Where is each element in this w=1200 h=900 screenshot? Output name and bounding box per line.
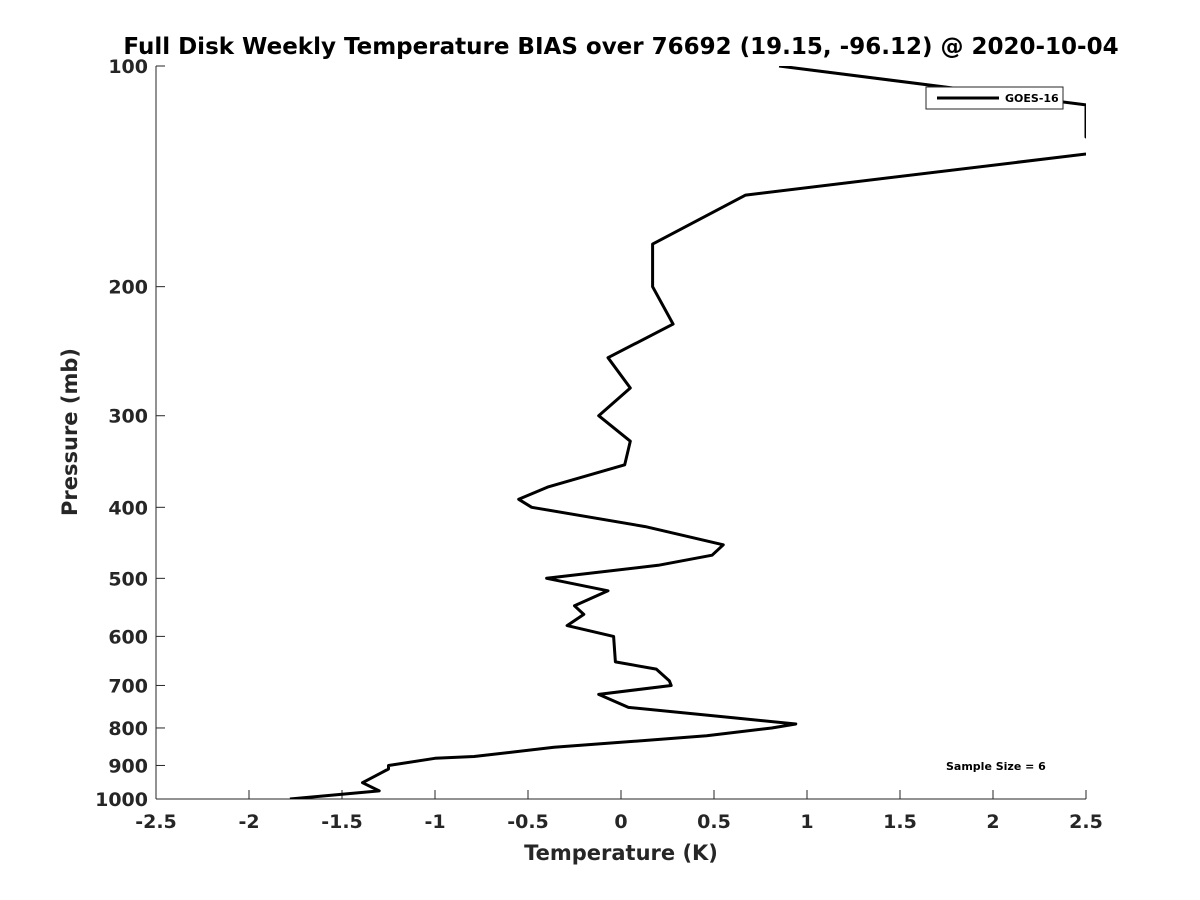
sample-size-annotation: Sample Size = 6 [946,760,1046,773]
y-tick-label: 500 [108,568,148,590]
y-tick-label: 800 [108,718,148,740]
x-tick-label: -2.5 [135,811,177,833]
x-tick-label: -1.5 [321,811,363,833]
x-tick-label: 0.5 [697,811,731,833]
y-tick-label: 700 [108,675,148,697]
y-tick-label: 100 [108,56,148,78]
y-axis-label: Pressure (mb) [58,348,82,516]
x-tick-label: 1 [800,811,813,833]
x-tick-label: 1.5 [883,811,917,833]
x-tick-label: -0.5 [507,811,549,833]
series-line-goes-16 [289,66,1086,799]
y-ticks: 100 200 300 400 500 600 700 800 900 1000 [95,56,165,811]
y-tick-label: 900 [108,755,148,777]
legend-label: GOES-16 [1005,92,1059,105]
x-tick-label: -2 [238,811,259,833]
x-ticks: -2.5 -2 -1.5 -1 -0.5 0 0.5 1 1.5 2 2.5 [135,790,1103,833]
x-tick-label: 2.5 [1069,811,1103,833]
legend: GOES-16 [925,86,1064,110]
x-axis-label: Temperature (K) [524,841,718,865]
x-tick-label: -1 [424,811,445,833]
x-tick-label: 0 [614,811,627,833]
y-tick-label: 400 [108,497,148,519]
chart-title: Full Disk Weekly Temperature BIAS over 7… [123,34,1118,60]
y-tick-label: 200 [108,277,148,299]
y-tick-label: 1000 [95,789,148,811]
x-tick-label: 2 [986,811,999,833]
y-tick-label: 600 [108,626,148,648]
y-tick-label: 300 [108,406,148,428]
